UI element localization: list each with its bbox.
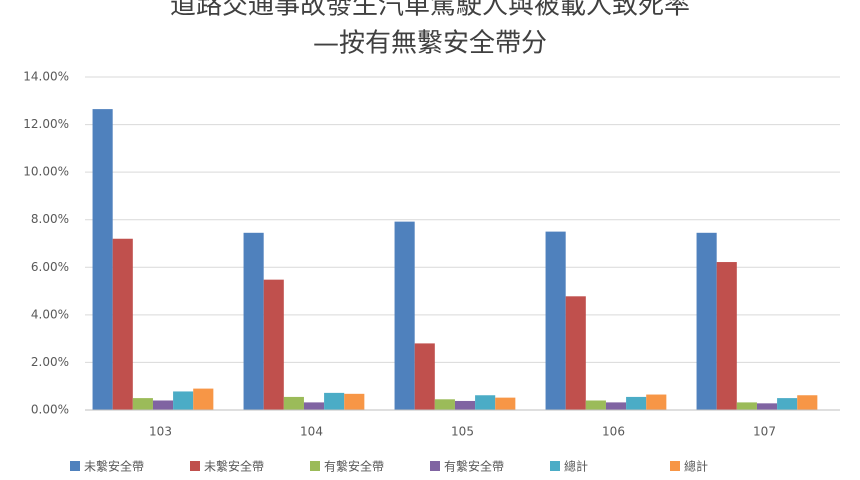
- chart-title: 道路交通事故發生汽車駕駛人與被載人致死率: [170, 0, 690, 21]
- bar: [152, 400, 174, 410]
- legend-swatch: [430, 461, 440, 471]
- legend-label: 有繫安全帶: [324, 459, 384, 474]
- bar: [626, 396, 647, 410]
- chart-subtitle: —按有無繫安全帶分: [313, 29, 547, 59]
- y-tick-label: 14.00%: [23, 70, 69, 84]
- bar: [495, 397, 516, 410]
- bar: [324, 392, 345, 410]
- bar: [454, 400, 476, 410]
- x-tick-label: 107: [753, 425, 776, 439]
- legend-swatch: [550, 461, 560, 471]
- bar: [394, 221, 415, 410]
- bar: [263, 279, 284, 410]
- bar: [434, 399, 455, 410]
- bar: [736, 402, 757, 410]
- legend-swatch: [670, 461, 680, 471]
- y-tick-label: 2.00%: [31, 355, 69, 369]
- bar: [243, 232, 264, 410]
- legend-label: 有繫安全帶: [444, 459, 504, 474]
- legend-swatch: [310, 461, 320, 471]
- legend-label: 未繫安全帶: [84, 459, 144, 474]
- x-tick-label: 104: [300, 425, 323, 439]
- y-tick-label: 6.00%: [31, 260, 69, 274]
- y-tick-label: 12.00%: [23, 117, 69, 131]
- bar: [565, 296, 586, 410]
- bar: [92, 109, 113, 410]
- bar: [756, 403, 778, 410]
- x-tick-label: 105: [451, 425, 474, 439]
- bar: [777, 398, 798, 410]
- bar: [605, 402, 627, 410]
- bar: [696, 232, 717, 410]
- legend-label: 總計: [684, 459, 708, 474]
- y-tick-label: 8.00%: [31, 212, 69, 226]
- bar: [585, 400, 606, 410]
- bar: [797, 395, 818, 410]
- legend-label: 總計: [564, 459, 588, 474]
- bar: [112, 238, 133, 410]
- bar: [344, 393, 365, 410]
- bar: [193, 388, 214, 410]
- y-tick-label: 0.00%: [31, 403, 69, 417]
- bar: [173, 391, 194, 410]
- legend-label: 未繫安全帶: [204, 459, 264, 474]
- x-tick-label: 103: [149, 425, 172, 439]
- bar: [132, 398, 153, 410]
- x-tick-label: 106: [602, 425, 625, 439]
- legend-swatch: [190, 461, 200, 471]
- y-tick-label: 10.00%: [23, 165, 69, 179]
- bar: [414, 343, 435, 410]
- bar: [646, 394, 667, 410]
- bar: [303, 402, 325, 410]
- bar: [283, 396, 304, 410]
- y-tick-label: 4.00%: [31, 307, 69, 321]
- bar: [716, 262, 737, 410]
- bar: [475, 395, 496, 410]
- bar: [545, 231, 566, 410]
- legend-swatch: [70, 461, 80, 471]
